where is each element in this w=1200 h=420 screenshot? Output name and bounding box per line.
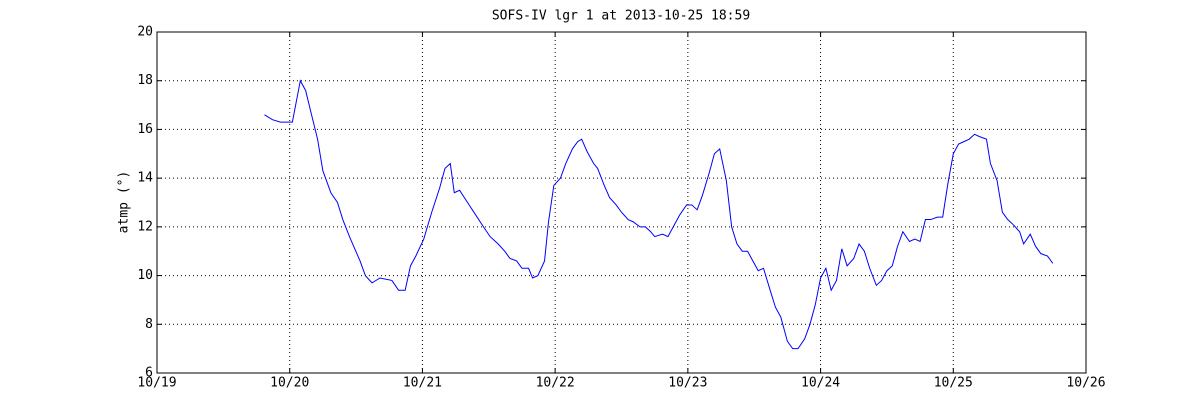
y-tick-label: 12 bbox=[137, 219, 153, 234]
y-tick-label: 20 bbox=[137, 25, 153, 40]
x-tick-label: 10/24 bbox=[801, 376, 840, 391]
x-tick-label: 10/26 bbox=[1066, 376, 1105, 391]
plot-area bbox=[156, 31, 1087, 374]
y-tick-label: 16 bbox=[137, 122, 153, 137]
data-line bbox=[264, 79, 1054, 350]
x-tick-label: 10/20 bbox=[270, 376, 309, 391]
x-tick-label: 10/25 bbox=[934, 376, 973, 391]
x-tick-label: 10/23 bbox=[668, 376, 707, 391]
chart-title: SOFS-IV lgr 1 at 2013-10-25 18:59 bbox=[492, 9, 750, 24]
x-tick-label: 10/21 bbox=[403, 376, 442, 391]
y-tick-label: 6 bbox=[145, 366, 153, 381]
x-tick-label: 10/22 bbox=[536, 376, 575, 391]
x-tick-label: 10/19 bbox=[137, 376, 176, 391]
y-axis-label: atmp (°) bbox=[117, 171, 132, 234]
y-tick-label: 8 bbox=[145, 317, 153, 332]
y-tick-label: 18 bbox=[137, 73, 153, 88]
y-tick-label: 10 bbox=[137, 268, 153, 283]
y-tick-label: 14 bbox=[137, 171, 153, 186]
